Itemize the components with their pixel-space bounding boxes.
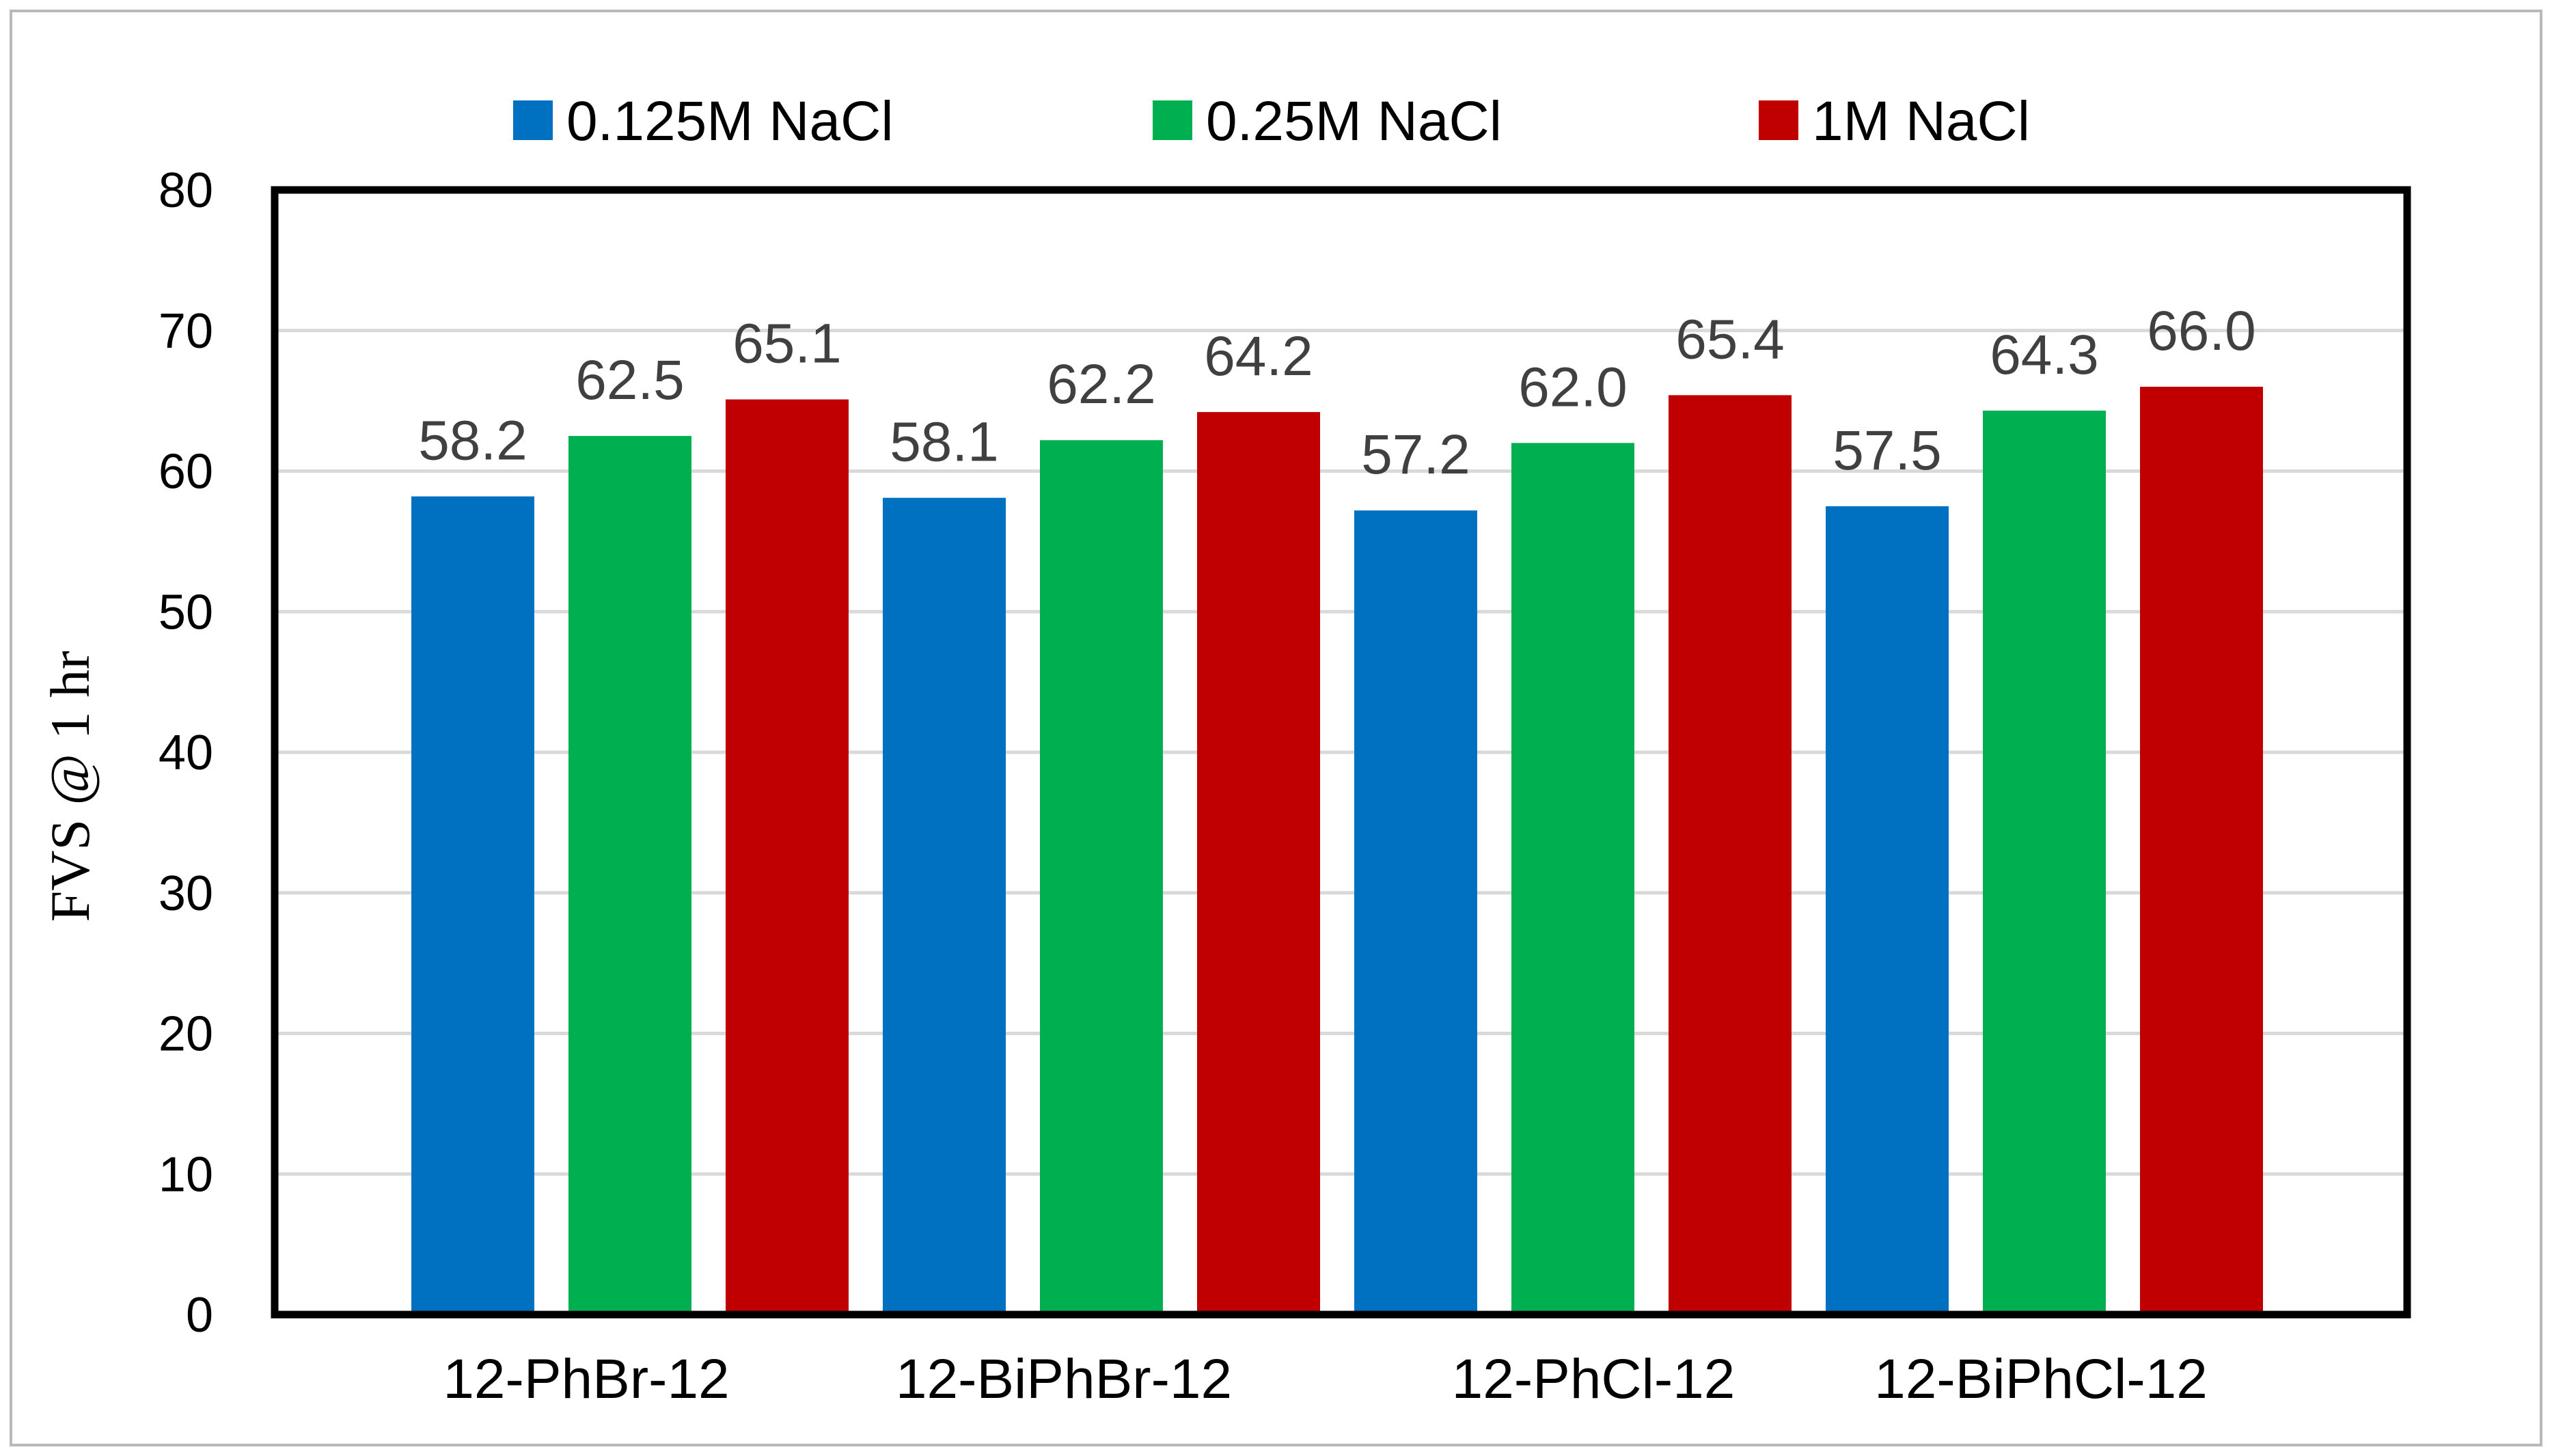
bar bbox=[726, 399, 849, 1315]
bar bbox=[1983, 411, 2106, 1315]
data-label: 58.2 bbox=[418, 410, 527, 472]
bar bbox=[1197, 412, 1320, 1315]
y-tick-label: 80 bbox=[159, 163, 213, 218]
data-label: 64.3 bbox=[1990, 324, 2099, 386]
legend-label: 1M NaCl bbox=[1812, 90, 2030, 152]
bar bbox=[2140, 387, 2263, 1315]
bar bbox=[1669, 395, 1792, 1315]
y-tick-label: 20 bbox=[159, 1007, 213, 1062]
bar bbox=[568, 436, 691, 1315]
data-label: 57.5 bbox=[1833, 420, 1942, 482]
bar bbox=[1354, 510, 1477, 1315]
y-tick-label: 60 bbox=[159, 445, 213, 499]
x-category-label: 12-PhCl-12 bbox=[1452, 1348, 1735, 1410]
data-label: 65.4 bbox=[1675, 308, 1785, 370]
y-tick-label: 30 bbox=[159, 866, 213, 921]
data-labels: 58.2 62.5 65.1 58.1 62.2 64.2 57.2 62.0 65.4 57.5… bbox=[418, 300, 2256, 486]
x-category-label: 12-BiPhBr-12 bbox=[896, 1348, 1232, 1410]
data-label: 66.0 bbox=[2147, 300, 2256, 362]
bar bbox=[883, 497, 1006, 1315]
data-label: 62.5 bbox=[575, 349, 685, 411]
plot-area-border bbox=[271, 186, 2411, 1319]
legend-swatch bbox=[1759, 100, 1798, 140]
legend-label: 0.125M NaCl bbox=[566, 90, 894, 152]
data-label: 57.2 bbox=[1361, 424, 1470, 486]
legend-swatch bbox=[1153, 100, 1192, 140]
legend-label: 0.25M NaCl bbox=[1206, 90, 1502, 152]
data-label: 62.2 bbox=[1047, 353, 1156, 415]
y-tick-label: 40 bbox=[159, 726, 213, 780]
data-label: 58.1 bbox=[890, 411, 999, 473]
legend-swatch bbox=[513, 100, 553, 140]
x-category-label: 12-PhBr-12 bbox=[443, 1348, 729, 1410]
x-category-label: 12-BiPhCl-12 bbox=[1874, 1348, 2208, 1410]
bar bbox=[1040, 440, 1163, 1315]
y-tick-label: 10 bbox=[159, 1147, 213, 1202]
data-label: 62.0 bbox=[1518, 356, 1628, 418]
bar bbox=[411, 496, 534, 1315]
bar bbox=[1511, 443, 1634, 1315]
bar bbox=[1826, 506, 1949, 1315]
y-tick-label: 70 bbox=[159, 304, 213, 359]
y-tick-label: 0 bbox=[186, 1288, 213, 1343]
legend: 0.125M NaCl 0.25M NaCl 1M NaCl bbox=[513, 90, 2030, 152]
y-axis-tick-labels: 0 10 20 30 40 50 60 70 80 bbox=[159, 163, 213, 1343]
y-tick-label: 50 bbox=[159, 585, 213, 640]
data-label: 64.2 bbox=[1204, 325, 1313, 387]
data-label: 65.1 bbox=[732, 313, 842, 375]
bars bbox=[411, 387, 2263, 1315]
x-axis-category-labels: 12-PhBr-12 12-BiPhBr-12 12-PhCl-12 12-BiPhC… bbox=[443, 1348, 2208, 1410]
y-axis-title: FVS @ 1 hr bbox=[39, 651, 101, 922]
